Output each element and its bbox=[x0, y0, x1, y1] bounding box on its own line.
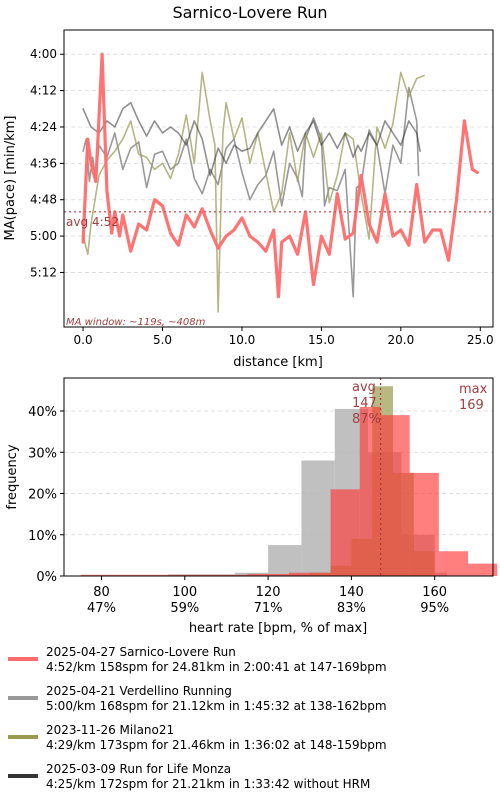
hr-x-tick-label: 80 bbox=[93, 585, 110, 600]
legend-title: 2025-03-09 Run for Life Monza bbox=[46, 762, 232, 776]
hr-avg-label: avg 147 87% bbox=[352, 380, 381, 427]
hr-max-label: max 169 bbox=[459, 382, 491, 413]
pace-x-tick-label: 0.0 bbox=[74, 333, 93, 347]
hr-x-tick-label: 140 bbox=[339, 585, 364, 600]
hr-x-tick-percent: 59% bbox=[170, 601, 199, 616]
legend-title: 2025-04-27 Sarnico-Lovere Run bbox=[46, 645, 236, 659]
legend-details: 4:25/km 172spm for 21.21km in 1:33:42 wi… bbox=[46, 776, 371, 791]
pace-x-tick-label: 20.0 bbox=[387, 333, 414, 347]
hr-histogram-bar bbox=[163, 574, 206, 576]
legend-text: 2025-03-09 Run for Life Monza 4:25/km 17… bbox=[46, 762, 370, 791]
hr-x-tick-percent: 95% bbox=[420, 601, 449, 616]
legend-details: 5:00/km 168spm for 21.12km in 1:45:32 at… bbox=[46, 698, 387, 713]
hr-histogram-bar bbox=[288, 572, 331, 576]
legend-swatch bbox=[8, 735, 38, 739]
hr-histogram-bar bbox=[301, 460, 335, 576]
hr-x-tick-percent: 83% bbox=[337, 601, 366, 616]
legend-title: 2025-04-21 Verdellino Running bbox=[46, 684, 232, 698]
hr-x-tick-label: 100 bbox=[172, 585, 197, 600]
hr-bars bbox=[80, 386, 498, 576]
hr-histogram-bar bbox=[409, 472, 439, 576]
legend-text: 2023-11-26 Milano21 4:29/km 173spm for 2… bbox=[46, 723, 387, 752]
legend-details: 4:52/km 158spm for 24.81km in 2:00:41 at… bbox=[46, 659, 387, 674]
pace-y-tick-label: 4:12 bbox=[30, 84, 57, 98]
legend-item: 2023-11-26 Milano21 4:29/km 173spm for 2… bbox=[8, 718, 494, 755]
pace-y-tick-label: 4:00 bbox=[30, 47, 57, 61]
pace-x-tick-label: 10.0 bbox=[229, 333, 256, 347]
pace-y-tick-label: 5:12 bbox=[30, 265, 57, 279]
legend-title: 2023-11-26 Milano21 bbox=[46, 723, 175, 737]
pace-series bbox=[81, 52, 479, 313]
legend-text: 2025-04-27 Sarnico-Lovere Run 4:52/km 15… bbox=[46, 645, 387, 674]
hr-histogram-bar bbox=[247, 573, 289, 576]
pace-chart: avg 4:52 MA window: ~119s, ~408m 0.0 5.0 1… bbox=[3, 29, 494, 370]
hr-y-tick-label: 40% bbox=[28, 405, 57, 420]
legend-item: 2025-04-27 Sarnico-Lovere Run 4:52/km 15… bbox=[8, 640, 494, 677]
hr-histogram-bar bbox=[380, 415, 410, 576]
hr-max-label-line: max bbox=[459, 382, 488, 397]
legend-item: 2025-03-09 Run for Life Monza 4:25/km 17… bbox=[8, 757, 494, 794]
hr-histogram-bar bbox=[122, 574, 164, 576]
pace-series-line bbox=[81, 52, 479, 299]
legend-item: 2025-04-21 Verdellino Running 5:00/km 16… bbox=[8, 679, 494, 716]
pace-series-line bbox=[82, 101, 421, 177]
legend: 2025-04-27 Sarnico-Lovere Run 4:52/km 15… bbox=[8, 640, 494, 796]
hr-y-tick-label: 20% bbox=[28, 488, 57, 503]
pace-x-tick-label: 15.0 bbox=[308, 333, 335, 347]
pace-x-axis-label: distance [km] bbox=[233, 355, 323, 370]
pace-series-line bbox=[82, 71, 425, 313]
hr-histogram-bar bbox=[438, 551, 469, 576]
hr-avg-label-line: avg bbox=[352, 380, 376, 395]
hr-histogram-bar bbox=[468, 563, 498, 576]
hr-y-ticks: 0% 10% 20% 30% 40% bbox=[28, 405, 64, 585]
hr-histogram-bar bbox=[330, 489, 360, 576]
pace-x-tick-label: 5.0 bbox=[153, 333, 172, 347]
pace-y-tick-label: 4:24 bbox=[30, 120, 57, 134]
pace-y-tick-label: 4:48 bbox=[30, 193, 57, 207]
hr-x-tick-percent: 47% bbox=[87, 601, 116, 616]
pace-y-tick-label: 4:36 bbox=[30, 156, 57, 170]
pace-y-axis-label: MA(pace) [min/km] bbox=[3, 116, 18, 241]
pace-y-tick-label: 5:00 bbox=[30, 229, 57, 243]
hr-histogram-bar bbox=[359, 406, 381, 576]
hr-plot-frame bbox=[63, 377, 494, 577]
hr-histogram-bar bbox=[268, 545, 302, 576]
pace-average-label: avg 4:52 bbox=[66, 215, 119, 229]
hr-y-tick-label: 30% bbox=[28, 446, 57, 461]
hr-x-axis-label: heart rate [bpm, % of max] bbox=[189, 621, 367, 636]
pace-x-ticks: 0.0 5.0 10.0 15.0 20.0 25.0 bbox=[74, 327, 494, 347]
hr-histogram-bar bbox=[205, 574, 248, 576]
hr-x-tick-label: 120 bbox=[256, 585, 281, 600]
pace-plot-frame bbox=[63, 29, 494, 328]
legend-swatch bbox=[8, 774, 38, 778]
hr-avg-label-line: 147 bbox=[352, 396, 377, 411]
ma-window-annotation: MA window: ~119s, ~408m bbox=[66, 317, 206, 328]
pace-series-line bbox=[82, 86, 420, 298]
hr-y-tick-label: 10% bbox=[28, 529, 57, 544]
legend-text: 2025-04-21 Verdellino Running 5:00/km 16… bbox=[46, 684, 387, 713]
hr-y-axis-label: frequency bbox=[5, 444, 20, 510]
hr-histogram-bar bbox=[80, 574, 123, 576]
legend-swatch bbox=[8, 696, 38, 700]
hr-x-tick-label: 160 bbox=[422, 585, 447, 600]
hr-avg-label-line: 87% bbox=[352, 412, 381, 427]
legend-swatch bbox=[8, 657, 38, 661]
legend-details: 4:29/km 173spm for 21.46km in 1:36:02 at… bbox=[46, 737, 387, 752]
chart-title: Sarnico-Lovere Run bbox=[172, 3, 327, 22]
pace-x-tick-label: 25.0 bbox=[467, 333, 494, 347]
hr-max-label-line: 169 bbox=[459, 398, 484, 413]
hr-y-tick-label: 0% bbox=[36, 570, 57, 585]
hr-x-tick-percent: 71% bbox=[254, 601, 283, 616]
pace-y-ticks: 4:00 4:12 4:24 4:36 4:48 5:00 5:12 bbox=[30, 47, 64, 279]
